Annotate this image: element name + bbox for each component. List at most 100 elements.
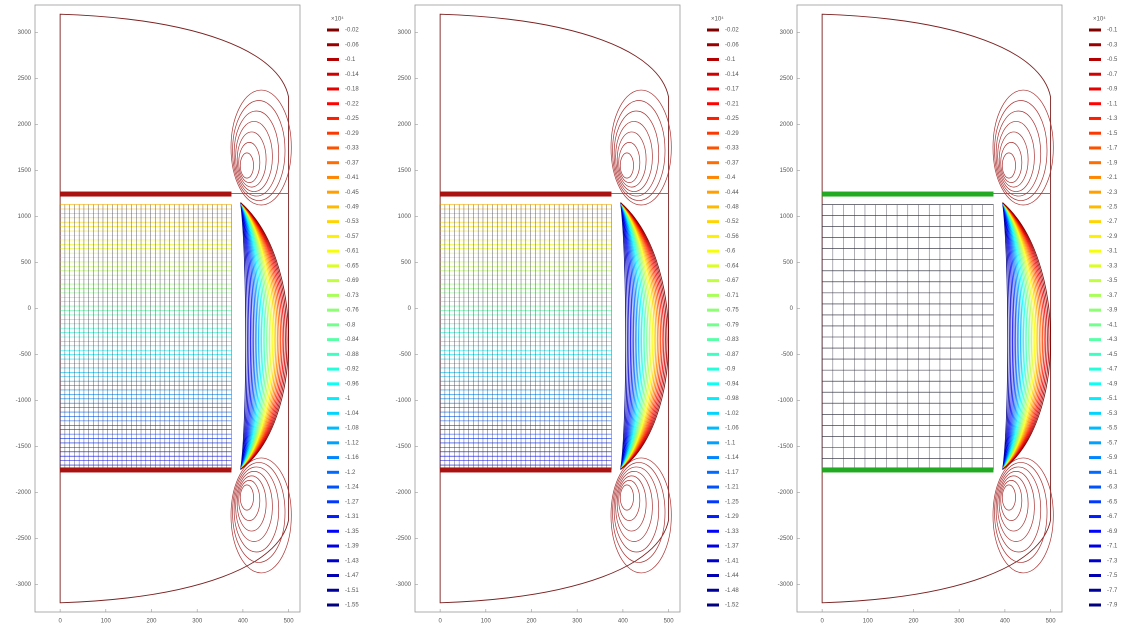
colorbar-label: -0.76 (345, 308, 359, 314)
colorbar-label: -0.21 (725, 101, 739, 107)
contour-line (1002, 202, 1034, 470)
colorbar-swatch (327, 382, 339, 386)
x-tick-label: 500 (664, 619, 675, 625)
contour-line (240, 202, 248, 470)
x-tick-label: 400 (238, 619, 249, 625)
colorbar-label: -0.65 (345, 263, 359, 269)
colorbar-label: -2.3 (1107, 190, 1118, 196)
contour-line (240, 202, 289, 470)
contour-line (240, 202, 250, 470)
colorbar-label: -0.75 (725, 308, 739, 314)
colorbar-swatch (327, 175, 339, 179)
colorbar-label: -7.3 (1107, 558, 1118, 564)
colorbar-label: -0.48 (725, 205, 739, 211)
contour-line (615, 121, 653, 192)
colorbar-label: -0.14 (725, 72, 739, 78)
colorbar-swatch (327, 544, 339, 548)
colorbar-swatch (707, 87, 719, 91)
colorbar-label: -0.96 (345, 381, 359, 387)
contour-line (240, 202, 264, 470)
colorbar-label: -0.49 (345, 205, 359, 211)
y-tick-label: 1500 (18, 168, 32, 174)
y-tick-label: -1500 (396, 444, 412, 450)
plot-frame (34, 4, 301, 613)
contour-line (620, 202, 663, 470)
plot-frame (796, 4, 1063, 613)
y-tick-label: 2500 (398, 76, 412, 82)
contour-line (620, 202, 647, 470)
colorbar-swatch (327, 529, 339, 533)
colorbar-label: -4.9 (1107, 381, 1118, 387)
contour-line (230, 89, 292, 206)
colorbar-title: ×10⁴ (711, 16, 724, 23)
colorbar-label: -0.25 (345, 116, 359, 122)
colorbar-label: -0.94 (725, 381, 739, 387)
contour-line (238, 142, 261, 183)
coil-bottom (822, 467, 994, 473)
colorbar-label: -5.1 (1107, 396, 1118, 402)
y-tick-label: 2000 (18, 122, 32, 128)
contour-line (620, 202, 641, 470)
colorbar-label: -1.52 (725, 603, 739, 609)
contour-line (995, 110, 1042, 197)
colorbar-label: -0.4 (725, 175, 736, 181)
contour-line (615, 471, 653, 542)
colorbar-swatch (1089, 57, 1101, 61)
colorbar-label: -1.17 (725, 470, 739, 476)
contour-line (620, 202, 633, 470)
colorbar-swatch (1089, 544, 1101, 548)
colorbar-swatch (707, 544, 719, 548)
contour-line (233, 466, 280, 553)
x-tick-label: 500 (284, 619, 295, 625)
colorbar-swatch (707, 411, 719, 415)
colorbar-swatch (707, 72, 719, 76)
colorbar-swatch (327, 500, 339, 504)
colorbar-label: -2.1 (1107, 175, 1118, 181)
colorbar-label: -1.39 (345, 544, 359, 550)
colorbar-label: -1.9 (1107, 160, 1118, 166)
colorbar-swatch (327, 426, 339, 430)
contour-line (620, 202, 638, 470)
colorbar-swatch (707, 249, 719, 253)
colorbar-swatch (1089, 574, 1101, 578)
x-tick-label: 100 (101, 619, 112, 625)
y-tick-label: 2000 (780, 122, 794, 128)
colorbar-label: -0.41 (345, 175, 359, 181)
contour-line (1002, 202, 1015, 470)
colorbar-swatch (327, 559, 339, 563)
colorbar-swatch (1089, 249, 1101, 253)
contour-line (610, 457, 672, 574)
plot-panel: 300025002000150010005000-500-1000-1500-2… (16, 4, 359, 625)
coil-bottom (440, 467, 612, 473)
colorbar-swatch (707, 529, 719, 533)
y-tick-label: -500 (19, 352, 32, 358)
contour-line (620, 202, 650, 470)
y-tick-label: -2000 (16, 490, 32, 496)
colorbar-label: -1.12 (345, 440, 359, 446)
colorbar-swatch (1089, 293, 1101, 297)
colorbar-swatch (1089, 382, 1101, 386)
plot-panel: 300025002000150010005000-500-1000-1500-2… (778, 4, 1118, 625)
colorbar-label: -1.3 (1107, 116, 1118, 122)
colorbar-label: -0.84 (345, 337, 359, 343)
contour-line (1002, 202, 1029, 470)
colorbar-label: -1.1 (725, 440, 736, 446)
colorbar-label: -0.5 (1107, 57, 1118, 63)
colorbar-label: -0.06 (725, 42, 739, 48)
colorbar-swatch (707, 367, 719, 371)
domain-boundary (821, 13, 1052, 604)
colorbar-label: -6.1 (1107, 470, 1118, 476)
contour-line (618, 480, 641, 521)
colorbar-swatch (1089, 190, 1101, 194)
colorbar-swatch (327, 515, 339, 519)
colorbar-label: -1.2 (345, 470, 356, 476)
colorbar-swatch (327, 411, 339, 415)
colorbar-label: -0.56 (725, 234, 739, 240)
colorbar-swatch (707, 456, 719, 460)
contour-line (620, 202, 669, 470)
contour-line (1001, 152, 1016, 179)
contour-line (1002, 202, 1023, 470)
contour-line (1002, 202, 1032, 470)
contour-line (994, 100, 1048, 201)
colorbar-swatch (707, 175, 719, 179)
